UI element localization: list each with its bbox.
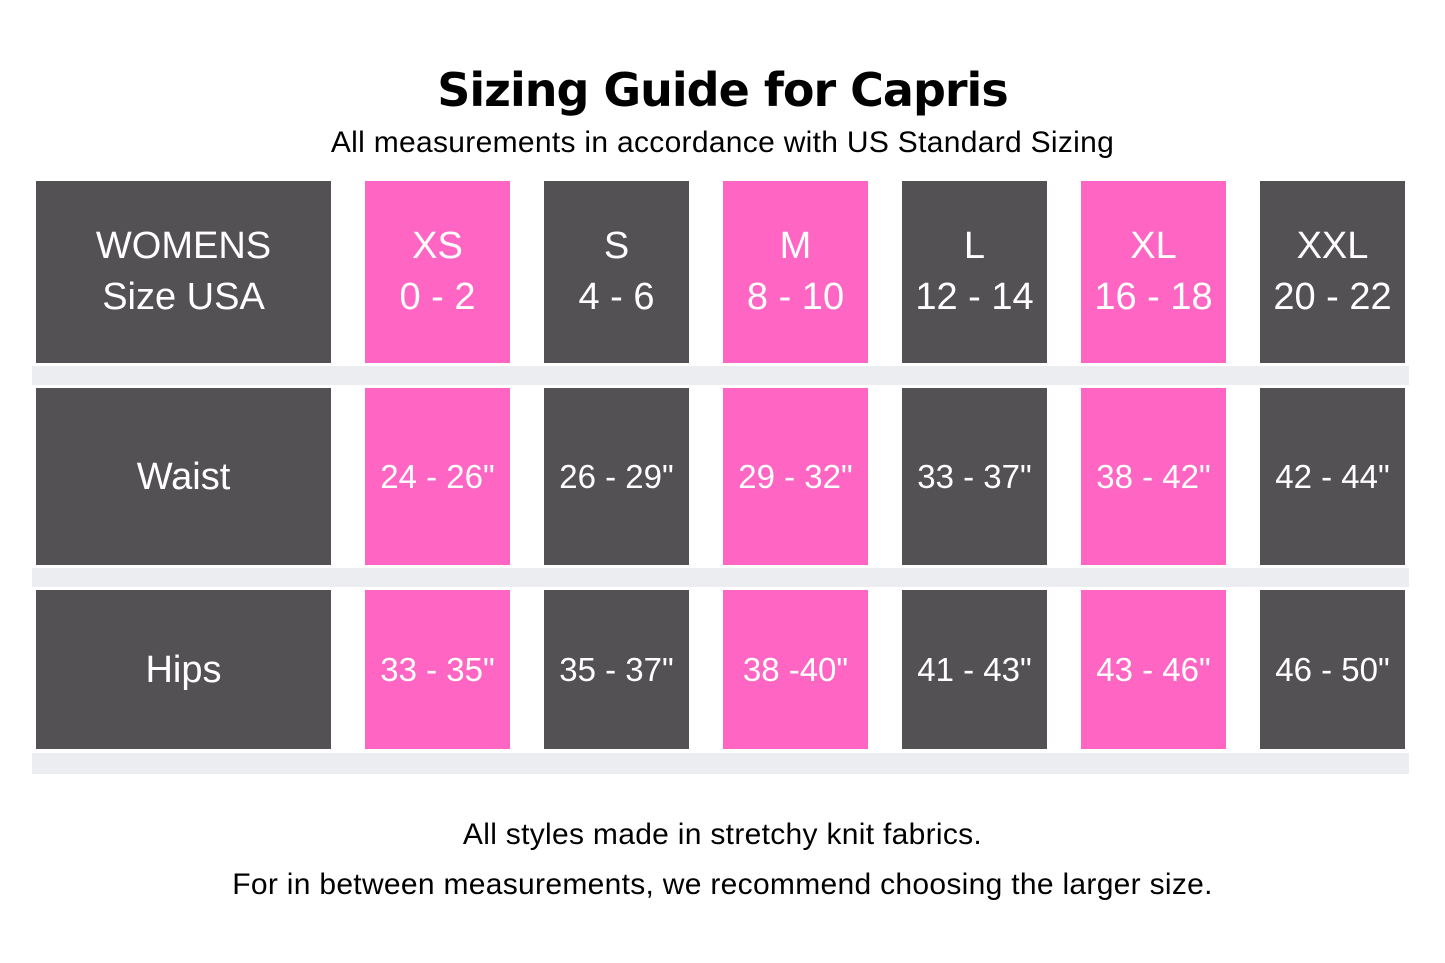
measurement-value: 26 - 29": [559, 457, 674, 495]
row-label: Waist: [136, 455, 231, 498]
measurement-value: 46 - 50": [1275, 650, 1390, 688]
hips-value-xs: 33 - 35": [365, 590, 510, 749]
waist-value-m: 29 - 32": [723, 388, 868, 565]
header-cell-womens-size: WOMENS Size USA: [36, 181, 331, 363]
measurement-value: 43 - 46": [1096, 650, 1211, 688]
hips-value-xl: 43 - 46": [1081, 590, 1226, 749]
measurement-value: 38 -40": [742, 650, 849, 688]
measurement-value: 38 - 42": [1096, 457, 1211, 495]
waist-value-l: 33 - 37": [902, 388, 1047, 565]
waist-label-cell: Waist: [36, 388, 331, 565]
measurement-value: 42 - 44": [1275, 457, 1390, 495]
measurement-value: 35 - 37": [559, 650, 674, 688]
header-cell-xxl: XXL 20 - 22: [1260, 181, 1405, 363]
size-code: S: [603, 225, 630, 267]
footer: All styles made in stretchy knit fabrics…: [0, 810, 1445, 910]
hips-value-xxl: 46 - 50": [1260, 590, 1405, 749]
footer-line1: All styles made in stretchy knit fabrics…: [462, 818, 983, 851]
size-range: 8 - 10: [746, 276, 845, 318]
size-code: M: [779, 225, 812, 267]
size-code: XS: [412, 225, 463, 267]
row-divider: [32, 366, 1409, 385]
row-label: Hips: [145, 648, 222, 691]
hips-value-m: 38 -40": [723, 590, 868, 749]
measurement-value: 33 - 35": [380, 650, 495, 688]
measurement-value: 33 - 37": [917, 457, 1032, 495]
hips-label-cell: Hips: [36, 590, 331, 749]
page-subtitle: All measurements in accordance with US S…: [330, 126, 1115, 159]
waist-value-xxl: 42 - 44": [1260, 388, 1405, 565]
header: Sizing Guide for Capris All measurements…: [0, 0, 1445, 181]
size-code: XL: [1130, 225, 1177, 267]
hips-row: Hips 33 - 35" 35 - 37" 38 -40" 41 - 43" …: [36, 590, 1405, 749]
measurement-value: 41 - 43": [917, 650, 1032, 688]
row-divider: [32, 568, 1409, 587]
size-table-header-row: WOMENS Size USA XS 0 - 2 S 4 - 6 M 8 - 1…: [36, 181, 1405, 363]
size-range: 4 - 6: [578, 276, 655, 318]
header-cell-xs: XS 0 - 2: [365, 181, 510, 363]
size-range: 20 - 22: [1273, 276, 1392, 318]
header-cell-l: L 12 - 14: [902, 181, 1047, 363]
header-cell-m: M 8 - 10: [723, 181, 868, 363]
header-label-line2: Size USA: [102, 276, 265, 318]
size-range: 12 - 14: [915, 276, 1034, 318]
hips-value-l: 41 - 43": [902, 590, 1047, 749]
waist-value-xs: 24 - 26": [365, 388, 510, 565]
header-label-line1: WOMENS: [95, 225, 272, 267]
waist-row: Waist 24 - 26" 26 - 29" 29 - 32" 33 - 37…: [36, 388, 1405, 565]
hips-value-s: 35 - 37": [544, 590, 689, 749]
size-code: XXL: [1296, 225, 1369, 267]
measurement-value: 24 - 26": [380, 457, 495, 495]
size-table: WOMENS Size USA XS 0 - 2 S 4 - 6 M 8 - 1…: [32, 181, 1409, 774]
size-range: 0 - 2: [399, 276, 476, 318]
page-title: Sizing Guide for Capris: [437, 63, 1008, 117]
size-code: L: [963, 225, 986, 267]
size-range: 16 - 18: [1094, 276, 1213, 318]
footer-line2: For in between measurements, we recommen…: [232, 868, 1213, 901]
waist-value-xl: 38 - 42": [1081, 388, 1226, 565]
header-cell-s: S 4 - 6: [544, 181, 689, 363]
waist-value-s: 26 - 29": [544, 388, 689, 565]
row-divider: [32, 753, 1409, 774]
header-cell-xl: XL 16 - 18: [1081, 181, 1226, 363]
measurement-value: 29 - 32": [738, 457, 853, 495]
